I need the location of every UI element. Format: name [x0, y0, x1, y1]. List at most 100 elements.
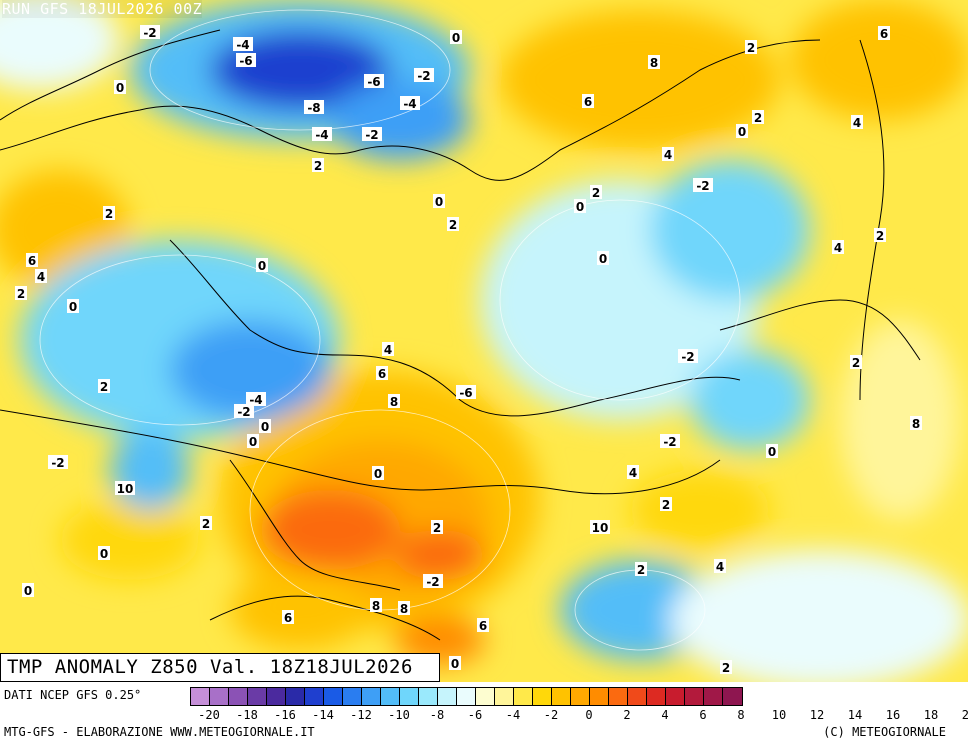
- color-scale-swatch: [495, 688, 514, 705]
- color-scale-swatch: [704, 688, 723, 705]
- isotherm-value-label: 0: [449, 656, 461, 671]
- svg-text:-6: -6: [459, 386, 472, 400]
- svg-text:0: 0: [261, 420, 269, 434]
- color-scale-swatch: [457, 688, 476, 705]
- isotherm-value-label: 6: [582, 94, 594, 109]
- isotherm-value-label: 4: [627, 465, 639, 480]
- isotherm-value-label: 2: [312, 158, 324, 173]
- isotherm-value-label: -2: [414, 68, 434, 83]
- color-scale-swatch: [210, 688, 229, 705]
- data-source-label: DATI NCEP GFS 0.25°: [4, 688, 142, 702]
- isotherm-value-label: 6: [282, 610, 294, 625]
- map-title: TMP ANOMALY Z850 Val. 18Z18JUL2026: [7, 656, 413, 678]
- svg-text:0: 0: [374, 467, 382, 481]
- svg-text:6: 6: [880, 27, 888, 41]
- isotherm-value-label: 2: [874, 228, 886, 243]
- svg-text:4: 4: [834, 241, 842, 255]
- color-scale-swatch: [552, 688, 571, 705]
- isotherm-value-label: 8: [648, 55, 660, 70]
- svg-text:0: 0: [69, 300, 77, 314]
- svg-text:0: 0: [768, 445, 776, 459]
- isotherm-value-label: 2: [752, 110, 764, 125]
- svg-text:6: 6: [28, 254, 36, 268]
- isotherm-value-label: -2: [678, 349, 698, 364]
- svg-text:4: 4: [37, 270, 45, 284]
- svg-text:-2: -2: [365, 128, 378, 142]
- svg-text:0: 0: [452, 31, 460, 45]
- isotherm-value-label: 2: [850, 355, 862, 370]
- color-scale-swatch: [438, 688, 457, 705]
- color-scale-swatch: [533, 688, 552, 705]
- isotherm-value-label: 6: [477, 618, 489, 633]
- color-scale-tick-label: 20: [961, 708, 968, 722]
- svg-text:2: 2: [314, 159, 322, 173]
- isotherm-value-label: 2: [15, 286, 27, 301]
- isotherm-value-label: 0: [22, 583, 34, 598]
- isotherm-value-label: -2: [48, 455, 68, 470]
- svg-text:2: 2: [449, 218, 457, 232]
- color-scale-swatch: [267, 688, 286, 705]
- isotherm-value-label: 0: [372, 466, 384, 481]
- isotherm-value-label: 0: [114, 80, 126, 95]
- isotherm-value-label: 2: [98, 379, 110, 394]
- svg-text:-6: -6: [239, 54, 252, 68]
- isotherm-value-label: -6: [364, 74, 384, 89]
- svg-text:6: 6: [479, 619, 487, 633]
- isotherm-value-label: 6: [878, 26, 890, 41]
- svg-text:2: 2: [202, 517, 210, 531]
- isotherm-value-label: 0: [450, 30, 462, 45]
- svg-text:-2: -2: [237, 405, 250, 419]
- map-borders: [0, 29, 921, 641]
- isotherm-value-label: -2: [234, 404, 254, 419]
- color-scale-tick-label: -14: [312, 708, 334, 722]
- svg-text:2: 2: [100, 380, 108, 394]
- color-scale-swatch: [723, 688, 742, 705]
- isotherm-value-label: -6: [456, 385, 476, 400]
- color-scale-tick-label: -16: [274, 708, 296, 722]
- isotherm-value-label: 8: [398, 601, 410, 616]
- svg-text:-4: -4: [236, 38, 249, 52]
- color-scale-swatch: [419, 688, 438, 705]
- color-scale-swatch: [514, 688, 533, 705]
- color-scale-swatch: [571, 688, 590, 705]
- svg-text:0: 0: [100, 547, 108, 561]
- color-scale-swatch: [324, 688, 343, 705]
- footer-copyright: (C) METEOGIORNALE: [823, 725, 946, 739]
- color-scale-tick-label: -8: [429, 708, 445, 722]
- svg-text:2: 2: [105, 207, 113, 221]
- svg-text:2: 2: [722, 661, 730, 675]
- isotherm-value-label: 2: [720, 660, 732, 675]
- isotherm-value-label: 0: [597, 251, 609, 266]
- svg-text:-2: -2: [426, 575, 439, 589]
- svg-text:4: 4: [664, 148, 672, 162]
- temperature-anomaly-map: -2 -4 -6 0 -6 -2 0 -8 -4 -4 -2 2 2 8 6 2 6 4 0 4 -2 0 2 2 2 0 0 6 4 2…: [0, 0, 968, 682]
- color-scale-swatch: [381, 688, 400, 705]
- isotherm-value-label: 2: [590, 185, 602, 200]
- svg-text:-6: -6: [367, 75, 380, 89]
- isotherm-value-label: -6: [236, 53, 256, 68]
- svg-text:8: 8: [390, 395, 398, 409]
- svg-text:2: 2: [662, 498, 670, 512]
- svg-text:2: 2: [17, 287, 25, 301]
- color-scale-swatch: [590, 688, 609, 705]
- svg-text:2: 2: [433, 521, 441, 535]
- svg-text:0: 0: [576, 200, 584, 214]
- anomaly-blobs: [0, 0, 968, 682]
- svg-text:0: 0: [24, 584, 32, 598]
- footer-credit: MTG-GFS - ELABORAZIONE WWW.METEOGIORNALE…: [4, 725, 315, 739]
- isotherm-value-label: 0: [433, 194, 445, 209]
- isotherm-value-label: -4: [312, 127, 332, 142]
- map-title-box: TMP ANOMALY Z850 Val. 18Z18JUL2026: [0, 653, 440, 682]
- color-scale-swatch: [609, 688, 628, 705]
- color-scale-swatch: [343, 688, 362, 705]
- svg-text:-2: -2: [417, 69, 430, 83]
- isotherm-value-label: -4: [400, 96, 420, 111]
- isotherm-value-label: 4: [832, 240, 844, 255]
- svg-text:4: 4: [716, 560, 724, 574]
- svg-text:2: 2: [592, 186, 600, 200]
- color-scale-swatch: [248, 688, 267, 705]
- color-scale-tick-label: 18: [923, 708, 939, 722]
- isotherm-value-label: 10: [115, 481, 135, 496]
